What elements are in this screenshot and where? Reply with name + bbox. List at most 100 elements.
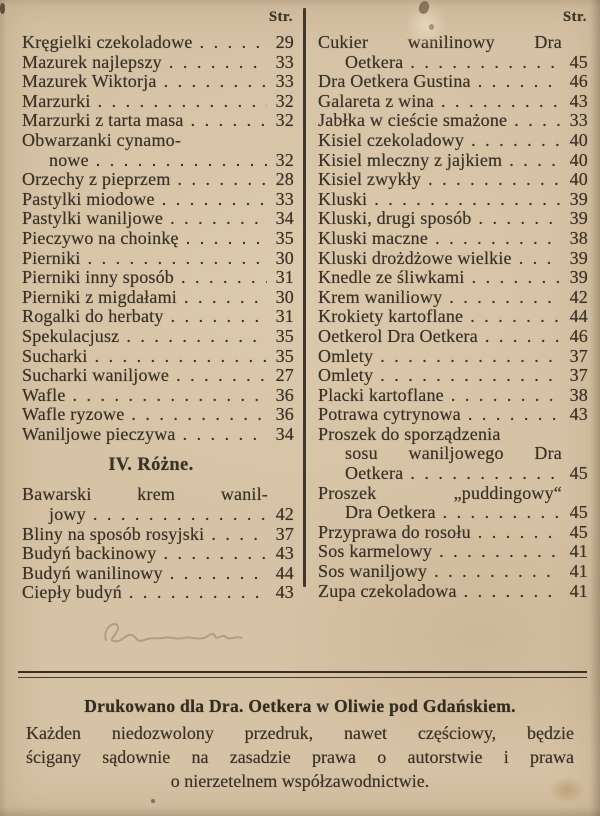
index-entry-line: Pieczywo na choinkę 35 xyxy=(22,227,294,249)
entry-title: sosu waniljowego Dra xyxy=(345,443,562,464)
page-column-header-right: Str. xyxy=(562,9,587,25)
entry-title: Marzurki xyxy=(22,90,91,111)
dot-leader xyxy=(170,209,267,229)
dot-leader xyxy=(380,347,561,367)
index-entry-line: Proszek do sporządzenia xyxy=(318,424,588,445)
page-number: 32 xyxy=(275,149,294,170)
index-entry-line: nowe 32 xyxy=(22,149,294,171)
entry-title: Pieczywo na choinkę xyxy=(22,227,179,248)
dot-leader xyxy=(200,33,267,53)
index-entry-line: Kluski 39 xyxy=(318,189,588,210)
index-entry-line: Mazurek Wiktorja 33 xyxy=(22,72,294,92)
entry-title: Mazurek Wiktorja xyxy=(22,71,157,92)
page-number: 35 xyxy=(275,227,294,248)
dot-leader xyxy=(478,72,561,92)
index-entry-line: Dra Oetkera Gustina 46 xyxy=(318,72,588,92)
index-entry-line: Dra Oetkera 45 xyxy=(318,503,588,523)
entry-title: Krokiety kartoflane xyxy=(318,306,464,327)
paper-damage-speck xyxy=(429,24,434,30)
entry-title: Oetkera xyxy=(345,51,404,72)
entry-title: nowe xyxy=(49,149,89,170)
dot-leader xyxy=(131,405,267,425)
page-number: 37 xyxy=(569,365,588,386)
page-number: 40 xyxy=(569,169,588,190)
entry-title: Orzechy z pieprzem xyxy=(22,169,171,190)
dot-leader xyxy=(485,327,561,347)
dot-leader xyxy=(176,366,267,386)
index-entry-line: Marzurki z tarta masa 32 xyxy=(22,111,294,131)
dot-leader xyxy=(178,170,267,190)
index-columns: Str. Kręgielki czekoladowe29Mazurek najl… xyxy=(0,0,600,603)
index-entry-line: Marzurki 32 xyxy=(22,90,294,112)
page-number: 34 xyxy=(275,208,294,229)
entry-title: Bawarski krem wanil- xyxy=(22,484,268,505)
page-number: 45 xyxy=(569,521,588,542)
index-entry-line: Kisiel mleczny z jajkiem 40 xyxy=(318,149,588,171)
index-entry-line: Oetkera 45 xyxy=(318,463,588,484)
page-number: 39 xyxy=(569,208,588,229)
page-number: 33 xyxy=(275,51,294,72)
page-number: 46 xyxy=(569,71,588,92)
dot-leader xyxy=(468,405,561,425)
dot-leader xyxy=(129,583,267,603)
index-entry-line: Wafle ryzowe 36 xyxy=(22,405,294,425)
page-number: 33 xyxy=(275,188,294,209)
entry-title: Pierniki z migdałami xyxy=(22,286,177,307)
entry-title: Przyprawa do rosołu xyxy=(318,521,471,542)
entry-title: Omlety xyxy=(318,365,374,386)
page-number: 41 xyxy=(569,561,588,582)
entry-title: Oetkerol Dra Oetkera xyxy=(318,325,478,346)
index-entry-line: Rogalki do herbaty 31 xyxy=(22,307,294,327)
index-entry-line: Zupa czekoladowa 41 xyxy=(318,581,588,602)
page-number: 36 xyxy=(275,384,294,405)
index-entry-line: Jabłka w cieście smażone 33 xyxy=(318,111,588,131)
index-entry-line: Ciepły budyń 43 xyxy=(22,583,294,603)
dot-leader xyxy=(428,170,561,190)
dot-leader xyxy=(410,464,561,484)
entry-title: Proszek „puddingowy“ xyxy=(318,482,562,503)
dot-leader xyxy=(449,288,561,308)
entry-title: Rogalki do herbaty xyxy=(22,306,164,327)
index-entry-line: Kisiel czekoladowy 40 xyxy=(318,130,588,151)
entry-title: Dra Oetkera xyxy=(345,502,436,523)
dot-leader xyxy=(451,386,561,406)
index-entry-line: Pierniki inny sposób 31 xyxy=(22,268,294,288)
footer-copyright-paragraph: Każden niedozwolony przedruk, nawet częś… xyxy=(26,722,574,793)
page-number: 31 xyxy=(275,267,294,288)
index-entry-line: Sos karmelowy 41 xyxy=(318,542,588,562)
entry-title: Bliny na sposób rosyjski xyxy=(22,523,205,544)
page-number: 39 xyxy=(569,247,588,268)
index-entry-line: Bawarski krem wanil- xyxy=(22,485,268,505)
entry-title: Marzurki z tarta masa xyxy=(22,110,184,131)
page-number: 31 xyxy=(275,306,294,327)
footer-copyright-line: ścigany sądownie na zasadzie prawa o aut… xyxy=(26,746,574,767)
dot-leader xyxy=(73,386,267,406)
index-entry-line: jowy 42 xyxy=(22,504,294,525)
pencil-signature xyxy=(104,622,243,643)
entry-title: Spekulacjusz xyxy=(22,325,120,346)
dot-leader xyxy=(439,542,561,562)
index-entry-line: Waniljowe pieczywa 34 xyxy=(22,423,294,445)
section-heading: IV. Różne. xyxy=(108,455,194,476)
page-number: 45 xyxy=(569,502,588,523)
page-number: 33 xyxy=(275,71,294,92)
entry-title: jowy xyxy=(49,504,86,525)
page-number: 46 xyxy=(569,325,588,346)
page-number: 43 xyxy=(569,90,588,111)
entry-title: Jabłka w cieście smażone xyxy=(318,110,508,131)
entry-title: Kluski, drugi sposób xyxy=(318,208,472,229)
index-entry-line: Sos waniljowy 41 xyxy=(318,561,588,582)
dot-leader xyxy=(380,366,561,386)
page-number: 40 xyxy=(569,149,588,170)
index-entry-line: Mazurek najlepszy 33 xyxy=(22,51,294,73)
index-entry-line: Omlety 37 xyxy=(318,365,588,386)
footer-copyright-line: o nierzetelnem współzawodnictwie. xyxy=(170,770,430,791)
dot-leader xyxy=(171,307,267,327)
dot-leader xyxy=(169,53,267,73)
page-number: 43 xyxy=(569,404,588,425)
page-number: 34 xyxy=(275,423,294,444)
entry-title: Krem waniliowy xyxy=(318,286,443,307)
entry-title: Kisiel zwykły xyxy=(318,169,422,190)
entry-title: Potrawa cytrynowa xyxy=(318,404,461,425)
